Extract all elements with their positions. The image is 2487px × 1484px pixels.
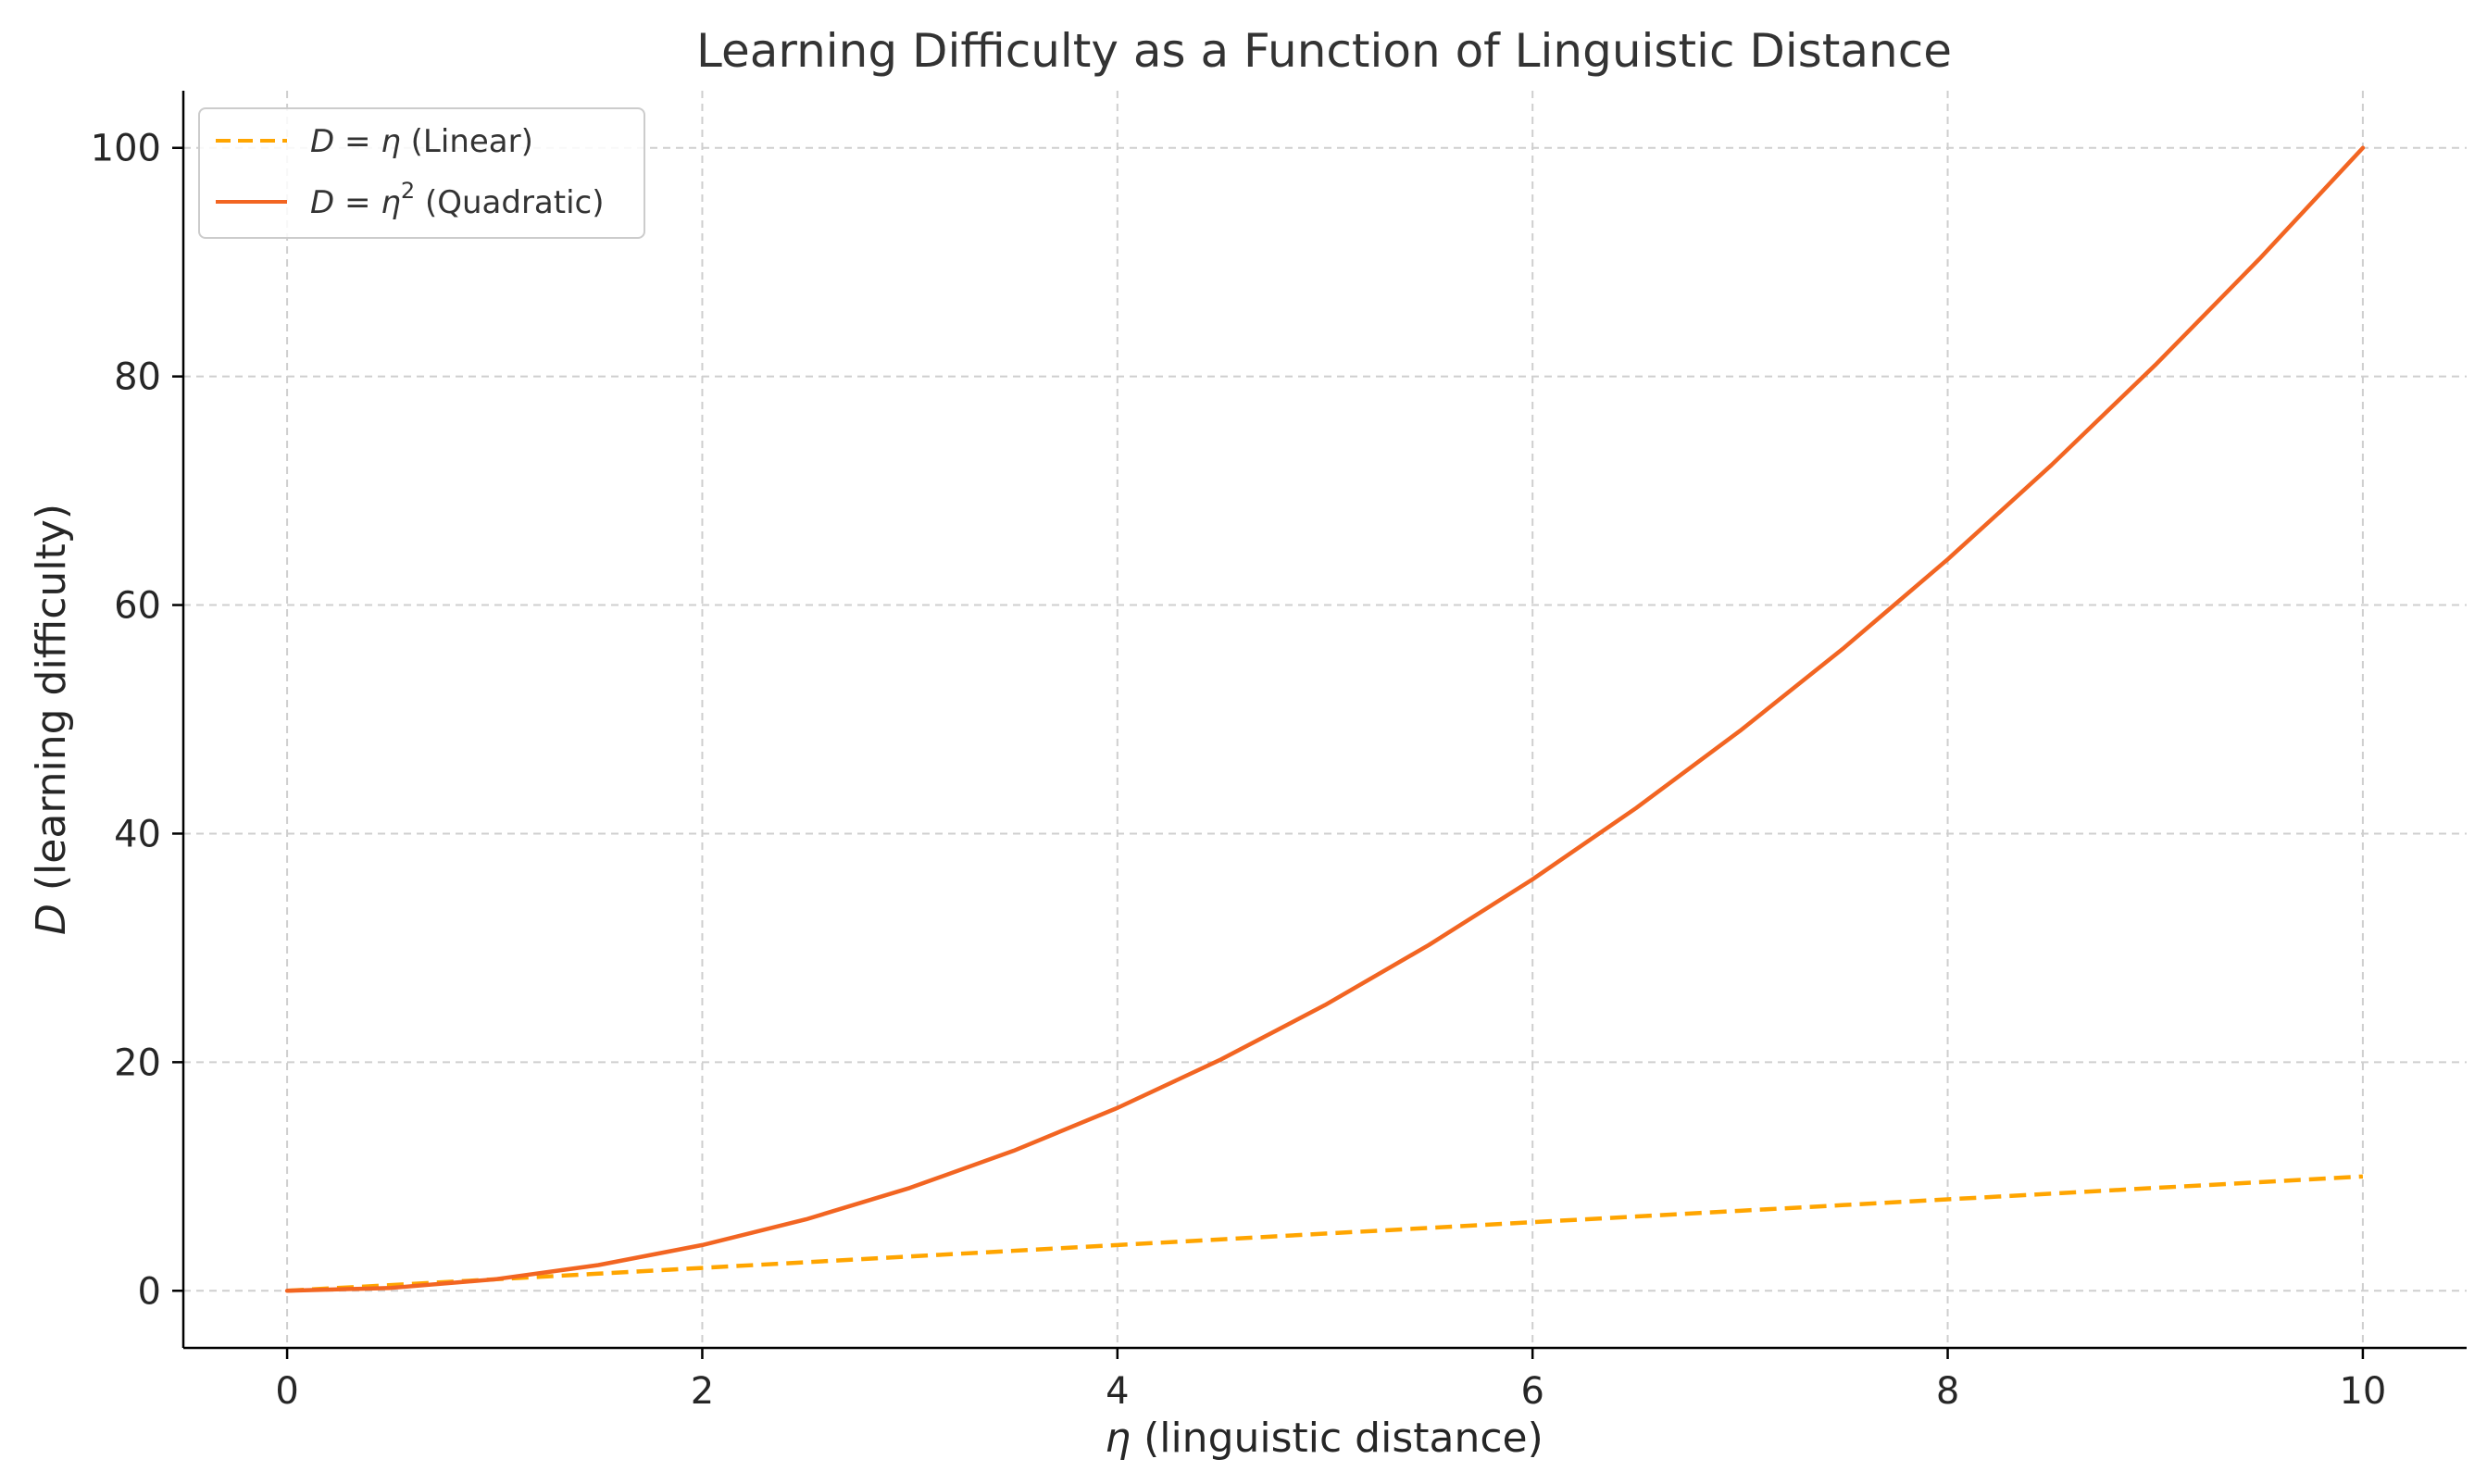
legend-linear-lhs: D xyxy=(310,123,334,160)
y-axis-symbol: D xyxy=(28,904,75,935)
legend-quadratic-sup: 2 xyxy=(401,178,415,204)
x-tick-label: 6 xyxy=(1520,1370,1543,1413)
chart-title: Learning Difficulty as a Function of Lin… xyxy=(696,24,1952,78)
legend-quadratic-note: (Quadratic) xyxy=(415,184,604,221)
legend-linear-rhs: η xyxy=(381,123,401,160)
legend-quadratic-rhs: η xyxy=(381,184,401,221)
x-axis-symbol: η xyxy=(1105,1415,1131,1462)
legend-quadratic-lhs: D xyxy=(310,184,334,221)
y-axis-ticks: 0 20 40 60 80 100 xyxy=(91,128,183,1313)
y-tick-label: 60 xyxy=(114,585,161,628)
y-axis-text: (learning difficulty) xyxy=(28,504,75,904)
x-axis-label: η (linguistic distance) xyxy=(1105,1415,1543,1462)
legend-linear-eq: = xyxy=(334,123,381,160)
y-tick-label: 20 xyxy=(114,1041,161,1084)
x-tick-label: 10 xyxy=(2339,1370,2386,1413)
x-tick-label: 0 xyxy=(275,1370,298,1413)
legend-frame xyxy=(198,107,645,239)
series-line-quadratic xyxy=(284,145,2366,1293)
grid xyxy=(183,91,2467,1348)
y-tick-label: 100 xyxy=(91,128,161,170)
x-axis-text: (linguistic distance) xyxy=(1131,1415,1543,1462)
x-axis-ticks: 0 2 4 6 8 10 xyxy=(275,1348,2386,1413)
x-tick-label: 4 xyxy=(1106,1370,1129,1413)
legend-linear-note: (Linear) xyxy=(401,123,533,160)
y-tick-label: 0 xyxy=(138,1270,161,1313)
x-tick-label: 8 xyxy=(1936,1370,1959,1413)
series-line-linear xyxy=(286,1174,2364,1293)
y-tick-label: 80 xyxy=(114,356,161,399)
legend: D = η (Linear) D = η2 (Quadratic) xyxy=(198,107,645,239)
series-lines xyxy=(284,145,2366,1293)
legend-quadratic-eq: = xyxy=(334,184,381,221)
y-axis-label: D (learning difficulty) xyxy=(28,504,75,935)
x-tick-label: 2 xyxy=(691,1370,714,1413)
legend-entry-quadratic: D = η2 (Quadratic) xyxy=(310,178,605,221)
legend-entry-linear: D = η (Linear) xyxy=(310,123,533,160)
y-tick-label: 40 xyxy=(114,813,161,855)
